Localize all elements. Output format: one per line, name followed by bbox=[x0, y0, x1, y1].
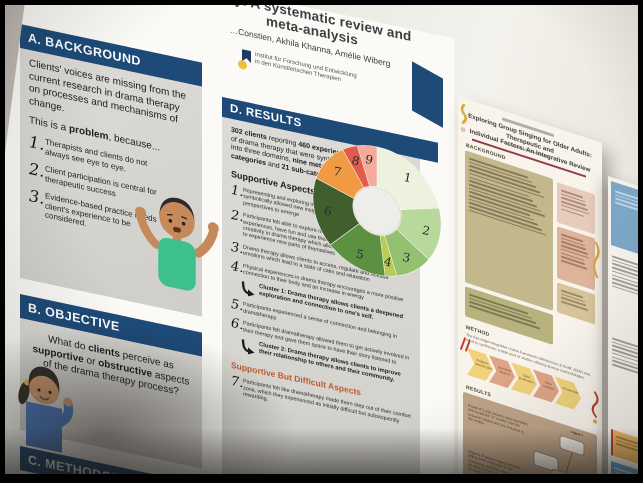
donut-segment-label: 7 bbox=[334, 164, 342, 180]
cartoon-woman bbox=[14, 351, 76, 456]
section-background-body: Clients' voices are missing from the cur… bbox=[20, 48, 202, 317]
poster-partial-right bbox=[608, 176, 638, 474]
poster-left-column: A. BACKGROUND Clients' voices are missin… bbox=[20, 24, 202, 483]
donut-segment-label: 1 bbox=[404, 170, 412, 185]
decorative-squiggle bbox=[460, 103, 467, 133]
decorative-squiggle bbox=[593, 241, 600, 279]
decorative-slashes bbox=[460, 337, 470, 352]
singing-results-paragraph: A total of 1,316 records were identified… bbox=[468, 403, 528, 434]
results-flow-diagram bbox=[533, 435, 585, 474]
donut-hole bbox=[354, 183, 400, 239]
donut-segment-label: 2 bbox=[421, 223, 430, 239]
method-stage: Data Analysis bbox=[533, 369, 559, 404]
singing-side-box bbox=[557, 226, 595, 291]
donut-segment-label: 3 bbox=[403, 250, 411, 266]
singing-results-paragraph: Majority of group singing sessions (89%)… bbox=[468, 449, 527, 483]
poster-group-singing: Exploring Group Singing for Older Adults… bbox=[458, 96, 602, 483]
donut-segment-label: 8 bbox=[352, 153, 360, 169]
method-stage: Presentation bbox=[555, 377, 581, 412]
donut-segment-label: 4 bbox=[383, 254, 392, 270]
section-objective: B. OBJECTIVE What do clients perceive as… bbox=[20, 294, 202, 469]
method-stage: Literature Search bbox=[489, 355, 515, 390]
donut-segment bbox=[357, 143, 377, 188]
poster-title: …py: A systematic review and meta-analys… bbox=[172, 0, 452, 68]
poster-drama-therapy: …py: A systematic review and meta-analys… bbox=[0, 0, 454, 483]
cartoon-man-shrugging bbox=[134, 168, 220, 298]
third-poster-text bbox=[612, 335, 638, 380]
section-background: A. BACKGROUND Clients' voices are missin… bbox=[20, 24, 202, 317]
decorative-squiggle bbox=[591, 391, 599, 424]
singing-side-box bbox=[557, 182, 595, 235]
cluster-1-callout: Cluster 1: Drama therapy allows clients … bbox=[241, 280, 411, 331]
donut-segment-label: 5 bbox=[356, 247, 364, 262]
donut-segment bbox=[377, 147, 439, 218]
method-stage: Problem Identification bbox=[467, 348, 493, 383]
logo-marks bbox=[238, 48, 251, 73]
singing-background-box bbox=[465, 150, 553, 311]
cluster-arrow-icon bbox=[241, 281, 255, 298]
dot-icon bbox=[238, 59, 247, 70]
donut-segment-label: 6 bbox=[324, 204, 332, 220]
third-poster-blue-box bbox=[611, 460, 638, 474]
cluster-arrow-icon bbox=[241, 339, 255, 356]
donut-segment-label: 9 bbox=[365, 152, 373, 168]
third-poster-header bbox=[611, 180, 638, 260]
method-stage: Data Evaluation bbox=[511, 362, 537, 397]
third-poster-text bbox=[612, 253, 638, 302]
